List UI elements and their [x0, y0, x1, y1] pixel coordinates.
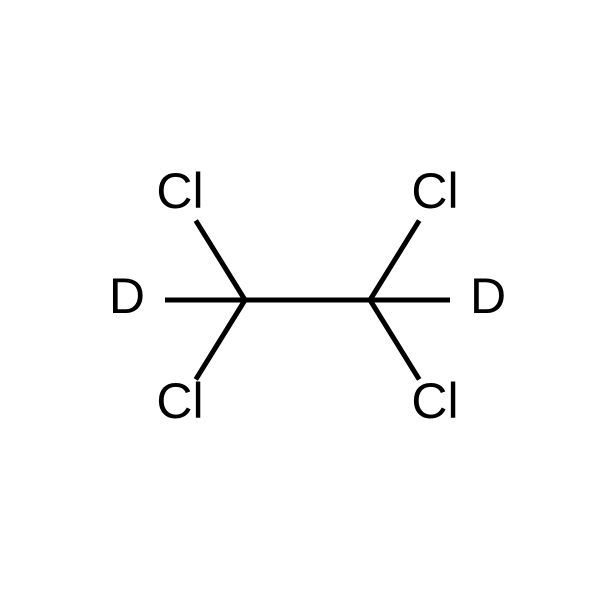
- bond: [370, 221, 419, 300]
- atom-label: D: [470, 268, 506, 324]
- bond: [370, 300, 419, 379]
- atom-label: Cl: [156, 373, 203, 429]
- atom-label: Cl: [156, 163, 203, 219]
- bond: [196, 221, 245, 300]
- atom-label: Cl: [411, 373, 458, 429]
- molecule-diagram: ClClClClDD: [0, 0, 600, 600]
- atom-label: D: [109, 268, 145, 324]
- bond: [196, 300, 245, 379]
- atom-label: Cl: [411, 163, 458, 219]
